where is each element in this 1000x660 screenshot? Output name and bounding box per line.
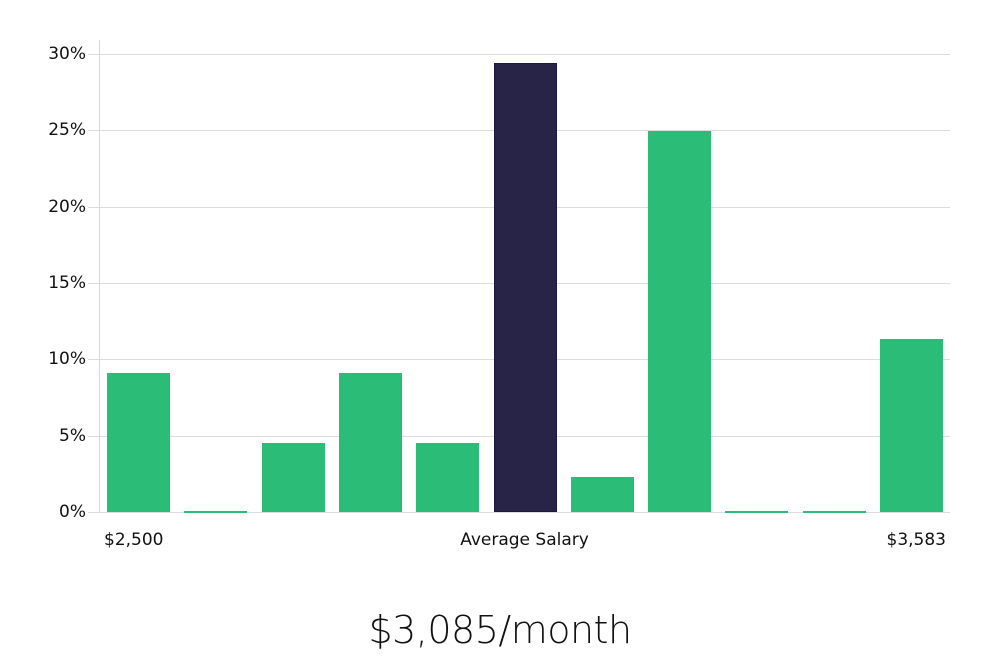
bar [648, 131, 711, 512]
average-salary-value: $3,085/month [368, 608, 632, 652]
y-tick-label: 20% [48, 197, 86, 217]
y-tick-label: 25% [48, 120, 86, 140]
bar [880, 339, 943, 512]
bar-highlighted [494, 63, 557, 512]
bar [262, 443, 325, 512]
x-min-label: $2,500 [104, 530, 164, 550]
x-axis-title: Average Salary [460, 530, 589, 550]
y-tick-label: 0% [59, 502, 86, 522]
bar [571, 477, 634, 512]
bar [803, 511, 866, 513]
bar [339, 373, 402, 512]
y-tick-label: 30% [48, 44, 86, 64]
salary-distribution-chart: 0% 5% 10% 15% 20% 25% 30% $2,500 Average Salar… [48, 40, 950, 550]
bar [725, 511, 788, 513]
y-tick-label: 15% [48, 273, 86, 293]
gridline [88, 54, 950, 55]
bar [416, 443, 479, 512]
y-tick-label: 5% [59, 426, 86, 446]
x-max-label: $3,583 [886, 530, 946, 550]
bar [107, 373, 170, 512]
bar [184, 511, 247, 513]
y-axis-line [99, 40, 100, 513]
y-tick-label: 10% [48, 349, 86, 369]
gridline [88, 512, 950, 513]
